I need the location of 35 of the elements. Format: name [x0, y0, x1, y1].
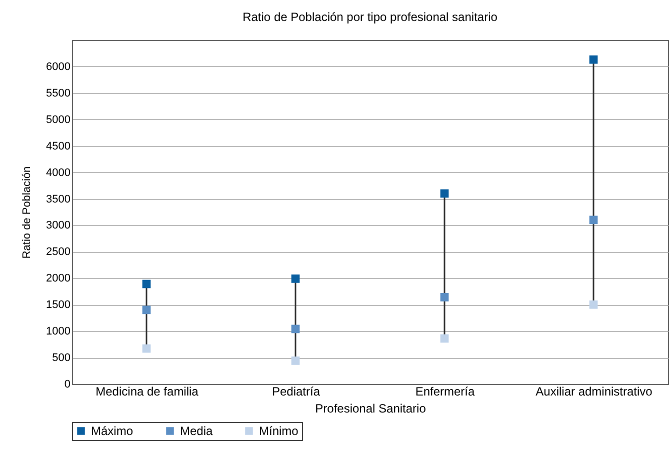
- y-tick-label: 1000: [46, 326, 70, 338]
- point: [142, 280, 151, 288]
- y-tick-label: 3500: [46, 193, 70, 206]
- point: [589, 216, 598, 224]
- point: [142, 344, 151, 353]
- point: [440, 334, 449, 343]
- x-tick-label: Medicina de familia: [96, 384, 199, 398]
- x-tick-label: Enfermería: [415, 384, 475, 398]
- y-tick-label: 0: [64, 378, 70, 390]
- point: [589, 300, 598, 309]
- y-tick-label: 2000: [46, 272, 70, 285]
- y-tick-label: 6000: [46, 60, 70, 73]
- legend-label: Máximo: [91, 424, 134, 438]
- y-axis-title: Ratio de Población: [21, 166, 34, 259]
- y-tick-label: 4500: [46, 140, 70, 152]
- x-tick-label: Pediatría: [272, 384, 320, 398]
- point: [440, 293, 449, 302]
- point: [291, 274, 300, 283]
- x-tick-label: Auxiliar administrativo: [536, 384, 653, 398]
- y-tick-label: 1500: [46, 299, 70, 312]
- chart-title: Ratio de Población por tipo profesional sanitario: [242, 10, 498, 24]
- point: [440, 189, 449, 198]
- y-tick-label: 5000: [46, 114, 70, 126]
- legend-label: Mínimo: [259, 424, 299, 438]
- point: [142, 306, 151, 314]
- y-tick-label: 5500: [46, 87, 70, 100]
- point: [589, 55, 598, 64]
- legend-label: Media: [180, 424, 214, 438]
- x-axis-title: Profesional Sanitario: [315, 402, 426, 416]
- y-tick-label: 4000: [46, 166, 70, 179]
- y-tick-label: 2500: [46, 246, 70, 258]
- point: [291, 324, 300, 334]
- y-tick-label: 500: [52, 352, 70, 364]
- y-tick-label: 3000: [46, 220, 70, 232]
- point: [291, 356, 300, 365]
